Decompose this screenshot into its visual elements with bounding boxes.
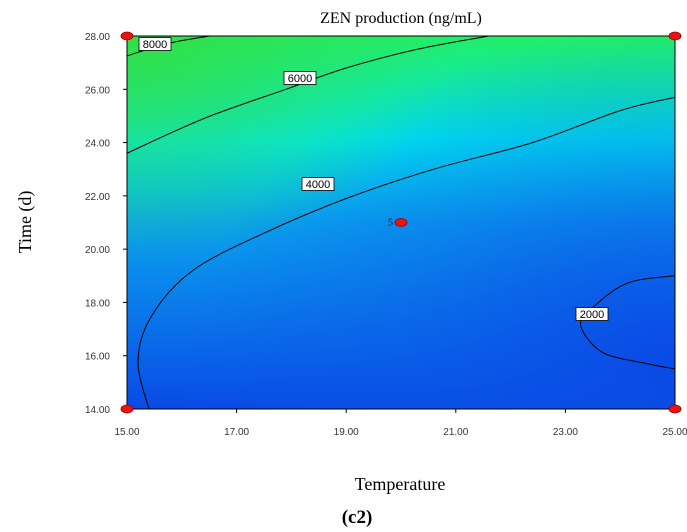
contour-label-box bbox=[575, 307, 609, 321]
contour-label-text: 4000 bbox=[306, 179, 330, 191]
y-tick-label: 26.00 bbox=[85, 85, 110, 96]
design-point bbox=[668, 404, 682, 414]
contour-label-box bbox=[138, 37, 172, 51]
y-tick-label: 20.00 bbox=[85, 245, 110, 256]
contour-label-4000: 4000 bbox=[301, 177, 335, 191]
contour-label-box bbox=[283, 71, 317, 85]
x-tick-label: 15.00 bbox=[114, 427, 139, 438]
y-tick-label: 16.00 bbox=[85, 352, 110, 363]
x-axis-label: Temperature bbox=[355, 474, 446, 494]
panel-label: (c2) bbox=[342, 507, 373, 528]
y-tick-label: 18.00 bbox=[85, 298, 110, 309]
design-point bbox=[120, 31, 134, 41]
x-tick-label: 17.00 bbox=[224, 427, 249, 438]
x-tick-label: 19.00 bbox=[334, 427, 359, 438]
plot-frame bbox=[126, 35, 676, 410]
contour-label-text: 6000 bbox=[288, 73, 312, 85]
contour-line-2000 bbox=[579, 275, 675, 370]
contour-label-text: 2000 bbox=[580, 309, 604, 321]
contour-label-box bbox=[301, 177, 335, 191]
contour-label-8000: 8000 bbox=[138, 37, 172, 51]
x-tick-label: 25.00 bbox=[662, 427, 687, 438]
design-point bbox=[668, 31, 682, 41]
contour-line-4000 bbox=[137, 96, 675, 409]
chart-title: ZEN production (ng/mL) bbox=[320, 10, 482, 27]
y-tick-label: 22.00 bbox=[85, 192, 110, 203]
contour-label-2000: 2000 bbox=[575, 307, 609, 321]
y-tick-label: 24.00 bbox=[85, 139, 110, 150]
design-point bbox=[394, 218, 408, 227]
y-axis-label: Time (d) bbox=[15, 191, 36, 254]
design-point-label: 5 bbox=[388, 218, 393, 229]
design-point bbox=[120, 404, 134, 414]
contour-label-text: 8000 bbox=[143, 39, 167, 51]
contour-label-6000: 6000 bbox=[283, 71, 317, 85]
y-tick-label: 14.00 bbox=[85, 405, 110, 416]
x-tick-label: 23.00 bbox=[553, 427, 578, 438]
y-tick-label: 28.00 bbox=[85, 32, 110, 43]
x-tick-label: 21.00 bbox=[443, 427, 468, 438]
